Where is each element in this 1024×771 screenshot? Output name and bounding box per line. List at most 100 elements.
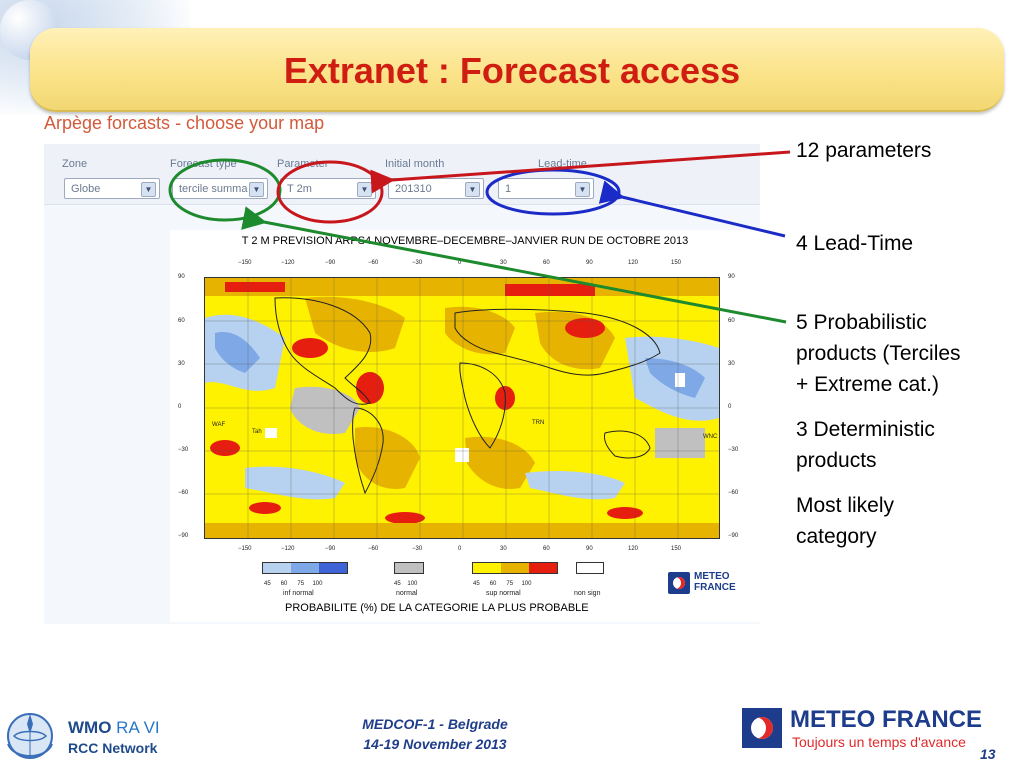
lon-tick-bottom: −30 bbox=[412, 546, 423, 552]
lon-tick-bottom: 150 bbox=[671, 546, 682, 552]
parameters-note: 12 parameters bbox=[796, 139, 932, 162]
parameter-label: Parameter bbox=[277, 158, 329, 170]
most-likely-line: Most likely bbox=[796, 494, 895, 517]
initial-month-value: 201310 bbox=[395, 183, 432, 195]
lead-time-arrow bbox=[598, 180, 786, 238]
forecast-type-highlight bbox=[168, 158, 282, 222]
lat-tick-left: 90 bbox=[178, 274, 185, 280]
lon-tick-bottom: 0 bbox=[458, 546, 462, 552]
slide-title: Extranet : Forecast access bbox=[283, 50, 741, 91]
forecast-type-select[interactable]: tercile summa ▼ bbox=[172, 178, 268, 199]
chevron-down-icon[interactable]: ▼ bbox=[249, 182, 264, 197]
initial-month-col: Initial month bbox=[385, 158, 444, 170]
legend-swatch bbox=[529, 563, 557, 573]
lead-time-note: 4 Lead-Time bbox=[796, 232, 914, 255]
lat-tick-left: −30 bbox=[178, 447, 189, 453]
wmo-region: RA VI bbox=[116, 718, 160, 737]
event-dates: 14-19 November 2013 bbox=[363, 736, 507, 752]
chevron-down-icon[interactable]: ▼ bbox=[357, 182, 372, 197]
probabilistic-note: 5 Probabilistic products (Terciles + Ext… bbox=[796, 307, 961, 400]
parameter-value: T 2m bbox=[287, 183, 312, 195]
lon-tick-bottom: 60 bbox=[543, 546, 550, 552]
deterministic-line: 3 Deterministic bbox=[796, 418, 935, 441]
lat-tick-left: 30 bbox=[178, 361, 185, 367]
legend-name: sup normal bbox=[486, 590, 521, 597]
lat-tick-left: 0 bbox=[178, 404, 182, 410]
zone-value: Globe bbox=[71, 183, 101, 195]
lon-tick-top: −60 bbox=[368, 260, 379, 266]
lat-tick-left: −60 bbox=[178, 490, 189, 496]
lon-tick-top: 0 bbox=[458, 260, 462, 266]
zone-select[interactable]: Globe ▼ bbox=[64, 178, 160, 199]
legend-swatch bbox=[395, 563, 423, 573]
legend-values: 45 100 bbox=[394, 581, 418, 587]
chevron-down-icon[interactable]: ▼ bbox=[465, 182, 480, 197]
meteo-france-map-logo: METEO FRANCE bbox=[668, 570, 748, 596]
lon-tick-bottom: 30 bbox=[500, 546, 507, 552]
lat-tick-left: −90 bbox=[178, 533, 189, 539]
station-label: TRN bbox=[532, 420, 545, 426]
initial-month-select[interactable]: 201310 ▼ bbox=[388, 178, 484, 199]
meteo-france-footer-logo: METEO FRANCE Toujours un temps d'avance bbox=[742, 706, 1002, 752]
lat-tick-right: −60 bbox=[728, 490, 739, 496]
chevron-down-icon[interactable]: ▼ bbox=[141, 182, 156, 197]
lon-tick-bottom: −120 bbox=[281, 546, 295, 552]
meteo-france-logo-icon bbox=[668, 572, 690, 594]
lead-time-select[interactable]: 1 ▼ bbox=[498, 178, 594, 199]
wmo-title: WMO RA VI bbox=[68, 718, 160, 738]
meteo-france-brand: METEO FRANCE bbox=[790, 706, 982, 733]
chevron-down-icon[interactable]: ▼ bbox=[575, 182, 590, 197]
legend-swatch bbox=[319, 563, 347, 573]
lat-tick-right: 90 bbox=[728, 274, 735, 280]
web-heading: Arpège forcasts - choose your map bbox=[44, 113, 325, 133]
legend-swatch bbox=[577, 563, 603, 573]
parameter-highlight bbox=[276, 160, 384, 224]
station-label: WNC bbox=[703, 434, 718, 440]
zone-col: Zone bbox=[62, 158, 87, 170]
legend-swatch bbox=[501, 563, 529, 573]
legend-sup-normal-bar bbox=[472, 562, 558, 574]
lead-time-value: 1 bbox=[505, 183, 512, 195]
deterministic-note: 3 Deterministic products bbox=[796, 414, 935, 476]
probabilistic-arrow bbox=[241, 206, 787, 324]
meteo-france-logo-icon bbox=[742, 708, 782, 748]
logo-line-2: FRANCE bbox=[694, 582, 736, 593]
lon-tick-top: 150 bbox=[671, 260, 682, 266]
legend-name: inf normal bbox=[283, 590, 314, 597]
lat-tick-right: 0 bbox=[728, 404, 732, 410]
meteo-france-slogan: Toujours un temps d'avance bbox=[792, 734, 966, 750]
parameter-col: Parameter bbox=[277, 158, 328, 170]
most-likely-note: Most likely category bbox=[796, 490, 894, 552]
forecast-map-figure: T 2 M PREVISION ARPS4 NOVEMBRE–DECEMBRE–… bbox=[170, 230, 760, 622]
legend-values: 45 60 75 100 bbox=[264, 581, 323, 587]
lat-tick-right: 60 bbox=[728, 318, 735, 324]
wmo-main: WMO bbox=[68, 718, 112, 737]
initial-month-label: Initial month bbox=[385, 158, 445, 170]
legend-swatch bbox=[291, 563, 319, 573]
forecast-type-value: tercile summa bbox=[179, 183, 248, 195]
legend-non-sign-bar bbox=[576, 562, 604, 574]
station-label: Tah bbox=[252, 429, 262, 435]
lon-tick-bottom: 90 bbox=[586, 546, 593, 552]
wmo-emblem-icon bbox=[7, 713, 53, 759]
lon-tick-top: −90 bbox=[325, 260, 336, 266]
station-label: WAF bbox=[212, 422, 226, 428]
lon-tick-top: 90 bbox=[586, 260, 593, 266]
lon-tick-top: 120 bbox=[628, 260, 639, 266]
lon-tick-top: 30 bbox=[500, 260, 507, 266]
lon-tick-top: 60 bbox=[543, 260, 550, 266]
legend-name: normal bbox=[396, 590, 418, 597]
legend-swatch bbox=[473, 563, 501, 573]
lat-tick-right: 30 bbox=[728, 361, 735, 367]
most-likely-line: category bbox=[796, 525, 877, 548]
legend-name: non sign bbox=[574, 590, 601, 597]
probabilistic-line: products (Terciles bbox=[796, 342, 961, 365]
wmo-subtitle: RCC Network bbox=[68, 740, 158, 756]
zone-label: Zone bbox=[62, 158, 88, 170]
probabilistic-line: 5 Probabilistic bbox=[796, 311, 927, 334]
lat-tick-right: −90 bbox=[728, 533, 739, 539]
legend-values: 45 60 75 100 bbox=[473, 581, 532, 587]
deterministic-line: products bbox=[796, 449, 877, 472]
wmo-logo bbox=[0, 700, 60, 766]
